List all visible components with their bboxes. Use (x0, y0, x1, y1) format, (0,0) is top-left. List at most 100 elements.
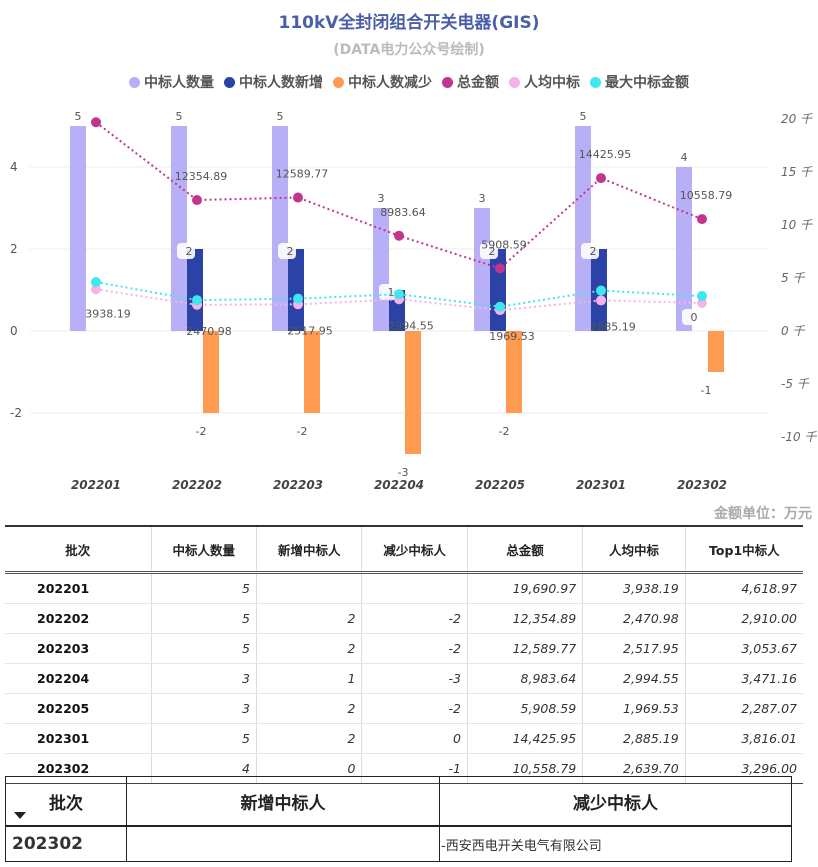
legend-label: 中标人数减少 (348, 75, 432, 91)
left-axis-tick: 4 (10, 160, 18, 174)
table-cell: 3,938.19 (582, 572, 686, 604)
chart-title: 110kV全封闭组合开关电器(GIS) (278, 13, 540, 33)
data-label-avg: 2994.55 (388, 319, 434, 332)
legend-item-max-amount[interactable]: 最大中标金额 (590, 72, 689, 92)
table-cell: 2,287.07 (684, 693, 803, 724)
table-row[interactable]: 202202 5 2 -2 12,354.89 2,470.98 2,910.00 (5, 603, 803, 634)
series-point (596, 285, 606, 296)
bar-winner-count (70, 126, 86, 331)
legend-item-total-amount[interactable]: 总金额 (442, 72, 499, 92)
x-axis-tick: 202202 (172, 478, 222, 492)
detail-header-reduced[interactable]: 减少中标人 (439, 776, 792, 827)
data-label-reduced: -2 (499, 425, 510, 438)
data-label-reduced: -1 (701, 384, 712, 397)
table-cell: 202201 (5, 572, 151, 604)
table-row[interactable]: 202204 3 1 -3 8,983.64 2,994.55 3,471.16 (5, 663, 803, 694)
detail-header-added[interactable]: 新增中标人 (126, 776, 440, 827)
x-axis-tick: 202301 (576, 478, 626, 492)
table-cell: 14,425.95 (466, 723, 583, 754)
left-axis-tick: 2 (10, 242, 18, 256)
data-label-reduced: -3 (398, 466, 409, 479)
table-cell: 12,589.77 (466, 633, 583, 664)
series-point (394, 230, 404, 241)
table-cell: 2 (255, 693, 362, 724)
data-label-total: 5908.59 (481, 238, 527, 251)
table-cell: 5,908.59 (466, 693, 583, 724)
data-label-avg: 2470.98 (186, 325, 232, 338)
bar-winner-reduced (304, 331, 320, 413)
table-row[interactable]: 202203 5 2 -2 12,589.77 2,517.95 3,053.67 (5, 633, 803, 664)
unit-note: 金额单位：万元 (714, 506, 812, 522)
column-header-added[interactable]: 新增中标人 (255, 525, 362, 574)
series-point (293, 293, 303, 304)
table-cell: 1 (255, 663, 362, 694)
table-cell: 2,517.95 (582, 633, 686, 664)
data-label-total: 12589.77 (276, 168, 329, 181)
table-cell: 2 (255, 723, 362, 754)
table-row[interactable]: 202205 3 2 -2 5,908.59 1,969.53 2,287.07 (5, 693, 803, 724)
data-label-bg (480, 243, 498, 259)
x-axis-tick: 202203 (273, 478, 323, 492)
table-cell: 12,354.89 (466, 603, 583, 634)
table-row[interactable]: 202201 5 19,690.97 3,938.19 4,618.97 (5, 572, 803, 604)
table-cell (361, 572, 468, 604)
column-header-total[interactable]: 总金额 (466, 525, 583, 574)
data-label-count: 5 (176, 110, 183, 123)
legend-dot (509, 76, 520, 88)
detail-row[interactable]: 202302 -西安西电开关电气有限公司 (5, 825, 792, 862)
column-header-reduced[interactable]: 减少中标人 (361, 525, 468, 574)
table-cell (255, 572, 362, 604)
table-cell: 202301 (5, 723, 151, 754)
legend-dot (590, 76, 601, 88)
right-axis-tick: 0 千 (781, 324, 805, 338)
right-axis-tick: 5 千 (781, 271, 805, 285)
table-cell: 2,885.19 (582, 723, 686, 754)
table-cell: 3,816.01 (684, 723, 803, 754)
bar-winner-reduced (405, 331, 421, 454)
column-header-batch[interactable]: 批次 (5, 525, 151, 574)
table-cell: 8,983.64 (466, 663, 583, 694)
series-point (192, 195, 202, 206)
data-label-bg (278, 243, 296, 259)
bar-winner-count (272, 126, 288, 331)
x-axis-tick: 202302 (677, 478, 727, 492)
summary-body: 202201 5 19,690.97 3,938.19 4,618.97 202202 5 2… (5, 572, 803, 784)
chart-subtitle: (DATA电力公众号绘制) (333, 42, 485, 58)
table-cell: 202203 (5, 633, 151, 664)
detail-header-label: 批次 (49, 793, 83, 814)
series-point (192, 295, 202, 306)
data-label-bg (682, 309, 700, 325)
series-point (394, 289, 404, 300)
series-point (293, 192, 303, 203)
series-point (596, 173, 606, 184)
series-point (697, 214, 707, 225)
bar-winner-reduced (203, 331, 219, 413)
data-label-count: 5 (75, 110, 82, 123)
column-header-top1[interactable]: Top1中标人 (684, 525, 803, 574)
legend-item-winner-added[interactable]: 中标人数新增 (224, 72, 323, 92)
table-cell: 5 (150, 723, 257, 754)
data-label-bg (581, 243, 599, 259)
legend-dot (333, 76, 344, 88)
table-cell: 2 (255, 633, 362, 664)
column-header-avg[interactable]: 人均中标 (582, 525, 686, 574)
data-label-avg: 2517.95 (287, 324, 333, 337)
legend-item-avg-amount[interactable]: 人均中标 (509, 72, 580, 92)
legend-dot (129, 76, 140, 88)
detail-header-batch[interactable]: 批次 (5, 776, 127, 827)
series-point (596, 295, 606, 306)
table-cell: -2 (361, 603, 468, 634)
legend-item-winner-count[interactable]: 中标人数量 (129, 72, 214, 92)
bar-winner-count (171, 126, 187, 331)
legend-item-winner-reduced[interactable]: 中标人数减少 (333, 72, 432, 92)
column-header-winner-count[interactable]: 中标人数量 (150, 525, 257, 574)
detail-reduced: -西安西电开关电气有限公司 (439, 825, 792, 862)
sort-descending-icon[interactable] (14, 812, 26, 819)
table-cell: 2,470.98 (582, 603, 686, 634)
bar-winner-added (187, 249, 203, 331)
data-label-count: 5 (277, 110, 284, 123)
table-row[interactable]: 202301 5 2 0 14,425.95 2,885.19 3,816.01 (5, 723, 803, 754)
data-label-bg (379, 284, 397, 300)
data-label-total: 8983.64 (380, 206, 426, 219)
